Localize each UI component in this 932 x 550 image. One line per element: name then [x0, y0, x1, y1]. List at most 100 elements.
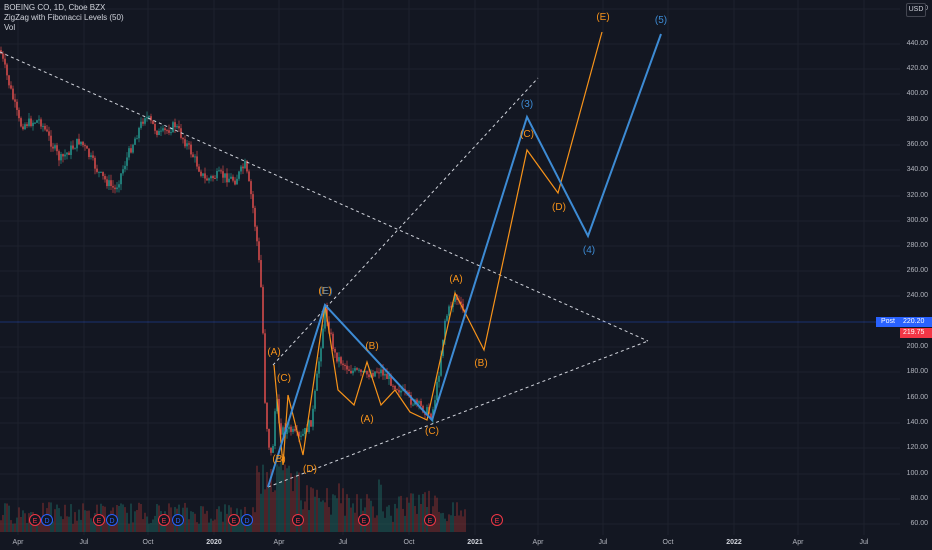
time-tick: Apr — [12, 539, 24, 546]
earnings-marker[interactable]: E — [292, 514, 304, 526]
marker-letter: D — [109, 518, 114, 525]
earnings-marker[interactable]: E — [158, 514, 170, 526]
candle-body — [76, 138, 78, 149]
earnings-marker[interactable]: E — [424, 514, 436, 526]
marker-circle — [29, 514, 41, 526]
candle-body — [74, 148, 76, 150]
price-tick: 420.00 — [906, 65, 928, 72]
volume-bar — [274, 490, 276, 532]
dividend-marker[interactable]: D — [41, 514, 53, 526]
volume-bar — [260, 493, 262, 532]
volume-bar — [12, 523, 14, 532]
candle-body — [160, 130, 162, 132]
price-tick: 340.00 — [906, 166, 928, 173]
orange-wave-label: (E) — [596, 12, 609, 23]
marker-circle — [424, 514, 436, 526]
earnings-marker[interactable]: E — [228, 514, 240, 526]
candle-body — [254, 207, 256, 227]
candle-body — [194, 156, 196, 158]
volume-bar — [462, 516, 464, 532]
indicator-title[interactable]: ZigZag with Fibonacci Levels (50) — [4, 13, 124, 22]
candle-body — [14, 99, 16, 102]
candle-body — [186, 143, 188, 147]
volume-bar — [398, 496, 400, 532]
volume-bar — [444, 518, 446, 532]
candle-body — [262, 287, 264, 334]
volume-bar — [126, 512, 128, 532]
volume-bar — [128, 523, 130, 532]
volume-bar — [90, 518, 92, 532]
blue-wave-label: (3) — [521, 99, 533, 110]
volume-bar — [156, 504, 158, 532]
price-tick: 120.00 — [906, 444, 928, 451]
candle-body — [338, 357, 340, 362]
candle-body — [98, 171, 100, 173]
candle-body — [308, 420, 310, 433]
candle-body — [218, 170, 220, 172]
earnings-marker[interactable]: E — [491, 514, 503, 526]
candle-body — [104, 176, 106, 180]
volume-bar — [80, 519, 82, 532]
marker-letter: E — [162, 518, 167, 525]
marker-circle — [241, 514, 253, 526]
orange-wave-label: (A) — [449, 274, 462, 285]
volume-bar — [314, 496, 316, 532]
volume-bar — [408, 502, 410, 532]
volume-bar — [354, 512, 356, 532]
volume-bar — [282, 470, 284, 532]
candle-body — [304, 428, 306, 434]
candle-body — [252, 194, 254, 208]
candle-body — [12, 88, 14, 100]
orange-wave-label: (A) — [360, 414, 373, 425]
volume-bar — [378, 479, 380, 532]
volume-bar — [166, 523, 168, 532]
candle-body — [172, 122, 174, 133]
candle-body — [412, 404, 414, 406]
candle-body — [418, 401, 420, 404]
candle-body — [322, 328, 324, 349]
volume-bar — [410, 493, 412, 532]
volume-bar — [430, 521, 432, 532]
time-tick: Apr — [792, 539, 804, 546]
earnings-marker[interactable]: E — [93, 514, 105, 526]
candle-body — [192, 154, 194, 158]
volume-bar — [406, 497, 408, 532]
volume-bar — [268, 487, 270, 532]
candle-body — [446, 315, 448, 321]
volume-title[interactable]: Vol — [4, 23, 16, 32]
price-axis[interactable]: 460.00440.00420.00400.00380.00360.00340.… — [900, 0, 932, 550]
candle-body — [168, 130, 170, 133]
volume-bar — [366, 494, 368, 532]
dividend-marker[interactable]: D — [241, 514, 253, 526]
volume-bar — [172, 523, 174, 532]
earnings-marker[interactable]: E — [358, 514, 370, 526]
time-tick: Apr — [273, 539, 285, 546]
candle-body — [94, 157, 96, 169]
candle-body — [426, 407, 428, 415]
volume-bar — [298, 472, 300, 532]
candle-body — [28, 118, 30, 126]
dividend-marker[interactable]: D — [172, 514, 184, 526]
volume-bar — [416, 513, 418, 532]
volume-bar — [106, 518, 108, 532]
marker-letter: E — [97, 518, 102, 525]
candle-body — [88, 148, 90, 157]
candle-body — [352, 370, 354, 374]
blue-wave-label: (4) — [583, 245, 595, 256]
candle-body — [34, 122, 36, 124]
currency-button[interactable]: USD — [906, 3, 926, 17]
symbol-title[interactable]: BOEING CO, 1D, Cboe BZX — [4, 3, 106, 12]
volume-bar — [328, 507, 330, 532]
dividend-marker[interactable]: D — [106, 514, 118, 526]
candle-body — [176, 126, 178, 128]
earnings-marker[interactable]: E — [29, 514, 41, 526]
volume-bar — [458, 515, 460, 532]
volume-bar — [386, 506, 388, 532]
candle-body — [200, 171, 202, 176]
candle-body — [136, 138, 138, 140]
volume-bar — [60, 516, 62, 532]
orange-wave-label: (B) — [474, 358, 487, 369]
volume-bar — [124, 507, 126, 532]
marker-letter: E — [296, 518, 301, 525]
